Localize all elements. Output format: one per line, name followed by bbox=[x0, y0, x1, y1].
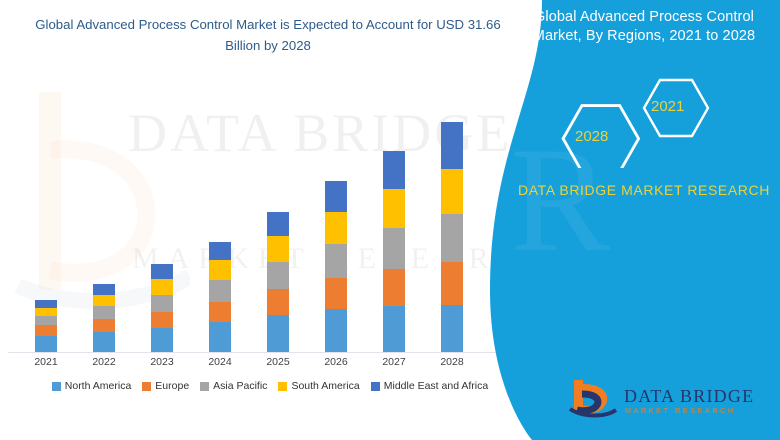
bar-2023 bbox=[151, 263, 173, 352]
x-axis-label: 2021 bbox=[34, 356, 58, 368]
bar-segment bbox=[35, 300, 57, 308]
bar-segment bbox=[209, 322, 231, 352]
bar-segment bbox=[93, 306, 115, 320]
legend-label: Europe bbox=[155, 380, 190, 392]
bar-segment bbox=[209, 260, 231, 280]
legend-item[interactable]: North America bbox=[51, 380, 132, 392]
bar-segment bbox=[267, 211, 289, 236]
bar-segment bbox=[383, 189, 405, 229]
bar-segment bbox=[325, 309, 347, 352]
bar-segment bbox=[35, 325, 57, 336]
legend-item[interactable]: Europe bbox=[142, 380, 189, 392]
bar-segment bbox=[383, 306, 405, 352]
legend-item[interactable]: Asia Pacific bbox=[200, 380, 267, 392]
hexagon-pair: 2028 2021 bbox=[550, 72, 760, 174]
bar-2025 bbox=[267, 211, 289, 352]
panel-content: Global Advanced Process Control Market, … bbox=[480, 0, 780, 440]
bar-segment bbox=[35, 336, 57, 352]
data-bridge-logo: DATA BRIDGE MARKET RESEARCH bbox=[568, 380, 754, 418]
bar-segment bbox=[151, 327, 173, 352]
bar-segment bbox=[441, 305, 463, 352]
legend-label: Asia Pacific bbox=[213, 380, 268, 392]
bar-2026 bbox=[325, 180, 347, 352]
legend-swatch bbox=[370, 381, 380, 391]
x-axis-label: 2024 bbox=[208, 356, 232, 368]
bar-segment bbox=[441, 262, 463, 306]
svg-text:R: R bbox=[510, 117, 610, 283]
panel-brand-text: DATA BRIDGE MARKET RESEARCH bbox=[518, 182, 770, 198]
bar-segment bbox=[325, 244, 347, 278]
bar-segment bbox=[151, 263, 173, 279]
bar-segment bbox=[325, 180, 347, 212]
bar-segment bbox=[325, 211, 347, 245]
x-axis-label: 2025 bbox=[266, 356, 290, 368]
chart-legend: North America Europe Asia Pacific South Ame… bbox=[0, 376, 540, 396]
x-axis-line bbox=[8, 352, 530, 353]
bar-segment bbox=[441, 213, 463, 263]
x-axis-labels: 2021 2022 2023 2024 2025 2026 2027 2028 bbox=[0, 356, 540, 376]
chart-plot-area bbox=[0, 60, 540, 360]
bar-segment bbox=[35, 307, 57, 316]
legend-item[interactable]: South America bbox=[278, 380, 360, 392]
bar-segment bbox=[151, 278, 173, 295]
legend-swatch bbox=[51, 381, 61, 391]
hexagon-label-2021: 2021 bbox=[651, 98, 685, 115]
bar-segment bbox=[267, 235, 289, 262]
x-axis-label: 2023 bbox=[150, 356, 174, 368]
hexagon-shapes-icon bbox=[561, 78, 710, 174]
bar-segment bbox=[151, 311, 173, 328]
bar-2027 bbox=[383, 151, 405, 352]
bar-segment bbox=[35, 315, 57, 326]
bar-segment bbox=[209, 242, 231, 261]
bar-segment bbox=[93, 294, 115, 307]
bar-segment bbox=[383, 228, 405, 270]
legend-label: North America bbox=[64, 380, 132, 392]
bar-2021 bbox=[35, 300, 57, 352]
bar-segment bbox=[267, 289, 289, 315]
bar-segment bbox=[151, 294, 173, 312]
right-side-panel: R Global Advanced Process Control Market… bbox=[480, 0, 780, 440]
logo-mark-icon bbox=[568, 380, 618, 418]
legend-label: South America bbox=[291, 380, 360, 392]
bar-2022 bbox=[93, 284, 115, 352]
hexagon-label-2028: 2028 bbox=[575, 128, 609, 145]
x-axis-label: 2027 bbox=[382, 356, 406, 368]
bar-segment bbox=[383, 151, 405, 189]
bar-segment bbox=[267, 261, 289, 290]
bar-segment bbox=[383, 269, 405, 307]
x-axis-label: 2028 bbox=[440, 356, 464, 368]
page-title: Global Advanced Process Control Market i… bbox=[35, 17, 501, 53]
bar-segment bbox=[209, 301, 231, 323]
bar-segment bbox=[93, 284, 115, 295]
legend-label: Middle East and Africa bbox=[383, 380, 489, 392]
bar-segment bbox=[93, 319, 115, 333]
logo-wordmark: DATA BRIDGE bbox=[624, 386, 754, 406]
x-axis-label: 2026 bbox=[324, 356, 348, 368]
bar-segment bbox=[209, 279, 231, 302]
bar-2024 bbox=[209, 242, 231, 352]
logo-tagline: MARKET RESEARCH bbox=[625, 406, 736, 415]
legend-swatch bbox=[142, 381, 152, 391]
bar-group bbox=[0, 60, 540, 360]
bar-segment bbox=[441, 168, 463, 214]
bar-segment bbox=[325, 277, 347, 310]
bar-segment bbox=[441, 122, 463, 169]
bar-segment bbox=[93, 332, 115, 352]
legend-swatch bbox=[278, 381, 288, 391]
legend-item[interactable]: Middle East and Africa bbox=[370, 380, 489, 392]
legend-swatch bbox=[200, 381, 210, 391]
panel-title: Global Advanced Process Control Market, … bbox=[532, 9, 756, 44]
bar-segment bbox=[267, 314, 289, 352]
bar-2028 bbox=[441, 122, 463, 352]
x-axis-label: 2022 bbox=[92, 356, 116, 368]
